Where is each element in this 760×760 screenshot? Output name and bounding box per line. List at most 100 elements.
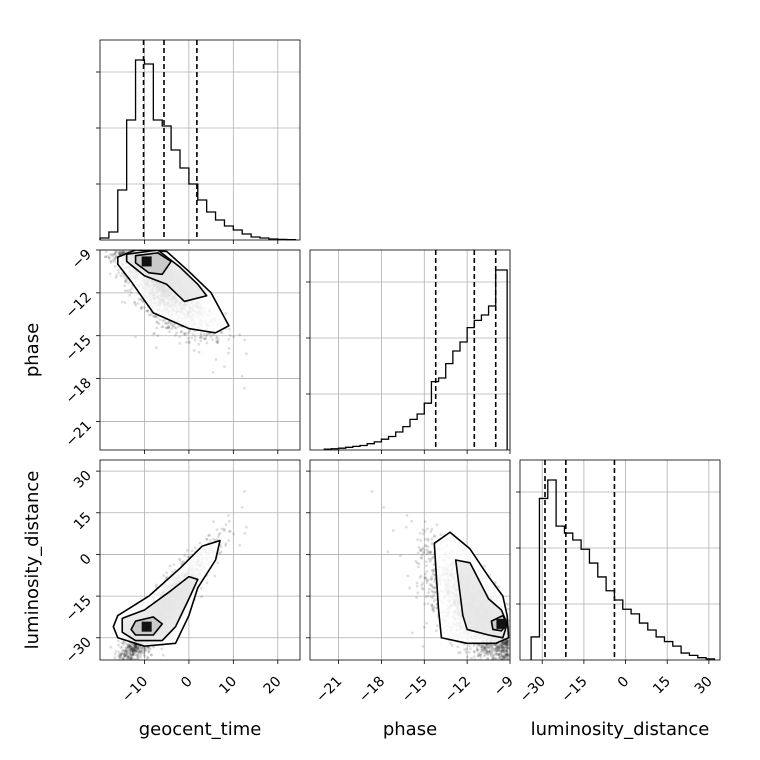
- sample-point: [133, 647, 137, 650]
- sample-point: [124, 666, 127, 669]
- sample-point: [136, 646, 140, 650]
- sample-point: [134, 657, 138, 660]
- sample-point: [134, 645, 137, 649]
- sample-point: [182, 332, 186, 336]
- sample-point: [111, 258, 115, 262]
- sample-point: [185, 340, 188, 344]
- sample-point: [136, 656, 140, 660]
- sample-point: [137, 650, 141, 654]
- sample-point: [153, 331, 156, 335]
- sample-point: [219, 330, 223, 334]
- sample-point: [224, 542, 228, 545]
- sample-point: [243, 338, 247, 342]
- sample-point: [127, 645, 130, 648]
- sample-point: [122, 643, 125, 647]
- sample-point: [124, 280, 128, 284]
- sample-point: [138, 661, 141, 664]
- sample-point: [118, 252, 122, 256]
- sample-point: [124, 647, 128, 651]
- hist-panel-geocent-time: [96, 39, 301, 244]
- sample-point: [115, 675, 118, 678]
- sample-point: [120, 250, 124, 254]
- sample-point: [167, 326, 171, 330]
- sample-point: [128, 648, 132, 652]
- sample-point: [121, 663, 124, 666]
- sample-point: [165, 575, 169, 579]
- sample-point: [160, 325, 164, 329]
- sample-point: [227, 539, 231, 542]
- sample-point: [122, 250, 125, 254]
- sample-point: [170, 323, 174, 327]
- sample-point: [243, 489, 246, 493]
- sample-point: [137, 649, 141, 652]
- sample-point: [121, 648, 125, 652]
- sample-point: [131, 650, 135, 653]
- sample-point: [125, 673, 128, 676]
- sample-point: [204, 337, 208, 341]
- sample-point: [136, 647, 139, 651]
- sample-point: [129, 676, 132, 679]
- sample-point: [203, 337, 207, 341]
- sample-point: [128, 656, 132, 660]
- sample-point: [121, 663, 124, 666]
- sample-point: [224, 311, 228, 315]
- sample-point: [120, 665, 123, 668]
- sample-point: [215, 339, 219, 343]
- sample-point: [143, 648, 147, 652]
- sample-point: [156, 321, 159, 324]
- sample-point: [127, 648, 130, 652]
- sample-point: [130, 666, 133, 669]
- sample-point: [240, 374, 244, 378]
- sample-point: [121, 641, 125, 644]
- sample-point: [111, 254, 115, 258]
- sample-point: [146, 656, 150, 659]
- sample-point: [149, 653, 153, 657]
- ytick-label: −30: [63, 634, 95, 666]
- xtick-label: 0: [178, 674, 196, 692]
- sample-point: [140, 648, 144, 652]
- sample-point: [212, 520, 215, 524]
- sample-point: [120, 300, 124, 304]
- sample-point: [132, 650, 136, 654]
- sample-point: [145, 656, 149, 660]
- sample-point: [205, 333, 209, 337]
- sample-point: [134, 645, 137, 648]
- sample-point: [110, 682, 113, 685]
- sample-point: [158, 318, 162, 322]
- sample-point: [121, 650, 124, 653]
- sample-point: [119, 653, 123, 657]
- sample-point: [131, 648, 135, 652]
- sample-point: [207, 332, 211, 335]
- sample-point: [164, 321, 168, 325]
- sample-point: [227, 514, 230, 517]
- sample-point: [139, 655, 142, 659]
- sample-point: [150, 653, 153, 657]
- sample-point: [107, 256, 111, 260]
- scatter-panel-phase-vs-geocent-time: −21−18−15−12−9: [63, 247, 301, 454]
- sample-point: [178, 335, 182, 339]
- sample-point: [153, 314, 157, 318]
- sample-point: [186, 555, 190, 559]
- sample-point: [199, 333, 203, 337]
- sample-point: [129, 650, 132, 654]
- sample-point: [138, 650, 142, 653]
- sample-point: [186, 331, 189, 335]
- sample-point: [143, 648, 147, 651]
- sample-point: [109, 260, 113, 264]
- sample-point: [113, 260, 117, 263]
- sample-point: [161, 319, 165, 323]
- sample-point: [166, 325, 170, 329]
- sample-point: [108, 272, 112, 276]
- sample-point: [176, 324, 180, 328]
- sample-point: [165, 322, 169, 325]
- sample-point: [118, 662, 121, 665]
- sample-point: [133, 646, 137, 649]
- sample-point: [118, 653, 122, 656]
- sample-point: [119, 250, 123, 254]
- sample-point: [223, 529, 226, 532]
- sample-point: [131, 653, 135, 657]
- sample-point: [113, 256, 117, 260]
- sample-point: [161, 653, 165, 657]
- sample-point: [136, 646, 140, 650]
- sample-point: [187, 330, 191, 334]
